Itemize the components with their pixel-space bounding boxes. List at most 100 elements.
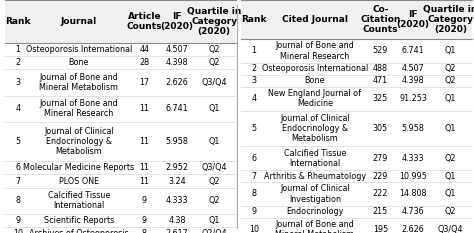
Text: Journal of Clinical
Investigation: Journal of Clinical Investigation — [280, 184, 350, 204]
Text: Article
Counts: Article Counts — [127, 12, 162, 31]
Text: 215: 215 — [373, 207, 388, 216]
Text: 9: 9 — [251, 207, 256, 216]
Text: Molecular Medicine Reports: Molecular Medicine Reports — [23, 163, 135, 172]
Text: Q2: Q2 — [209, 45, 220, 54]
Text: 4.507: 4.507 — [402, 64, 425, 73]
Text: Q2: Q2 — [445, 64, 456, 73]
Text: Q1: Q1 — [445, 46, 456, 55]
Text: 4: 4 — [15, 104, 20, 113]
Text: 28: 28 — [139, 58, 149, 67]
Text: Q1: Q1 — [209, 137, 220, 146]
Text: Archives of Osteoporosis: Archives of Osteoporosis — [29, 229, 129, 233]
Text: 5.958: 5.958 — [166, 137, 189, 146]
Text: New England Journal of
Medicine: New England Journal of Medicine — [268, 89, 362, 108]
Text: 1: 1 — [15, 45, 20, 54]
Text: 471: 471 — [373, 76, 388, 85]
Text: 488: 488 — [373, 64, 388, 73]
Text: Q2: Q2 — [445, 207, 456, 216]
Text: IF
(2020): IF (2020) — [397, 10, 430, 29]
Text: 325: 325 — [373, 94, 388, 103]
Text: Journal of Bone and
Mineral Research: Journal of Bone and Mineral Research — [275, 41, 355, 61]
Text: 4.507: 4.507 — [166, 45, 189, 54]
Text: Co-
Citation
Counts: Co- Citation Counts — [360, 5, 401, 34]
Text: Arthritis & Rheumatology: Arthritis & Rheumatology — [264, 172, 366, 181]
Bar — [5, 0, 236, 43]
Text: IF
(2020): IF (2020) — [161, 12, 194, 31]
Text: Q1: Q1 — [209, 104, 220, 113]
Text: 9: 9 — [142, 216, 147, 225]
Text: Osteoporosis International: Osteoporosis International — [26, 45, 132, 54]
Text: 10: 10 — [13, 229, 23, 233]
Text: 529: 529 — [373, 46, 388, 55]
Text: 6.741: 6.741 — [166, 104, 189, 113]
Text: Q2: Q2 — [209, 58, 220, 67]
Text: 11: 11 — [139, 104, 149, 113]
Text: Q3/Q4: Q3/Q4 — [201, 163, 227, 172]
Text: 17: 17 — [139, 78, 149, 87]
Text: 222: 222 — [373, 189, 388, 199]
Text: Journal of Clinical
Endocrinology &
Metabolism: Journal of Clinical Endocrinology & Meta… — [280, 113, 350, 143]
Text: Endocrinology: Endocrinology — [286, 207, 344, 216]
Text: 4.333: 4.333 — [402, 154, 424, 163]
Text: 14.808: 14.808 — [400, 189, 427, 199]
Text: 11: 11 — [139, 163, 149, 172]
Text: 4.398: 4.398 — [402, 76, 425, 85]
Text: 4.38: 4.38 — [168, 216, 186, 225]
Text: 5: 5 — [15, 137, 20, 146]
Text: Journal of Bone and
Mineral Metabolism: Journal of Bone and Mineral Metabolism — [275, 220, 355, 233]
Text: Q2: Q2 — [209, 196, 220, 205]
Text: 9: 9 — [15, 216, 20, 225]
Text: Q2: Q2 — [445, 76, 456, 85]
Text: Q2: Q2 — [445, 154, 456, 163]
Text: Journal of Bone and
Mineral Metabolism: Journal of Bone and Mineral Metabolism — [39, 73, 118, 92]
Text: 6: 6 — [15, 163, 20, 172]
Text: 8: 8 — [142, 229, 147, 233]
Text: 3: 3 — [15, 78, 20, 87]
Text: Scientific Reports: Scientific Reports — [44, 216, 114, 225]
Text: Q1: Q1 — [445, 172, 456, 181]
Text: 10: 10 — [249, 225, 259, 233]
Text: 195: 195 — [373, 225, 388, 233]
Text: 2.626: 2.626 — [166, 78, 189, 87]
Text: 6: 6 — [251, 154, 256, 163]
Text: Q1: Q1 — [445, 94, 456, 103]
Text: 2: 2 — [15, 58, 20, 67]
Text: Journal of Bone and
Mineral Research: Journal of Bone and Mineral Research — [39, 99, 118, 118]
Bar — [241, 0, 472, 39]
Text: 2.617: 2.617 — [166, 229, 189, 233]
Text: 7: 7 — [251, 172, 256, 181]
Text: 2: 2 — [251, 64, 256, 73]
Text: 5.958: 5.958 — [402, 124, 425, 133]
Text: Journal: Journal — [61, 17, 97, 26]
Text: Bone: Bone — [305, 76, 325, 85]
Text: Q2: Q2 — [209, 177, 220, 185]
Text: 4.398: 4.398 — [166, 58, 189, 67]
Text: 4.333: 4.333 — [166, 196, 188, 205]
Text: Bone: Bone — [69, 58, 89, 67]
Text: 3.24: 3.24 — [168, 177, 186, 185]
Text: Q3/Q4: Q3/Q4 — [201, 78, 227, 87]
Text: Q3/Q4: Q3/Q4 — [438, 225, 463, 233]
Text: Q1: Q1 — [209, 216, 220, 225]
Text: 9: 9 — [142, 196, 147, 205]
Text: 8: 8 — [251, 189, 256, 199]
Text: 10.995: 10.995 — [399, 172, 427, 181]
Text: 6.741: 6.741 — [402, 46, 425, 55]
Text: 11: 11 — [139, 137, 149, 146]
Text: 44: 44 — [139, 45, 149, 54]
Text: 2.626: 2.626 — [402, 225, 425, 233]
Text: Calcified Tissue
International: Calcified Tissue International — [284, 148, 346, 168]
Text: Cited Journal: Cited Journal — [282, 15, 348, 24]
Text: Rank: Rank — [241, 15, 267, 24]
Text: Osteoporosis International: Osteoporosis International — [262, 64, 368, 73]
Text: Journal of Clinical
Endocrinology &
Metabolism: Journal of Clinical Endocrinology & Meta… — [44, 127, 114, 157]
Text: 4.736: 4.736 — [402, 207, 425, 216]
Text: Q2/Q4: Q2/Q4 — [201, 229, 227, 233]
Text: Calcified Tissue
International: Calcified Tissue International — [48, 191, 110, 210]
Text: Quartile in
Category
(2020): Quartile in Category (2020) — [187, 7, 241, 36]
Text: Q1: Q1 — [445, 189, 456, 199]
Text: 2.952: 2.952 — [165, 163, 189, 172]
Text: 3: 3 — [251, 76, 256, 85]
Text: 7: 7 — [15, 177, 20, 185]
Text: 11: 11 — [139, 177, 149, 185]
